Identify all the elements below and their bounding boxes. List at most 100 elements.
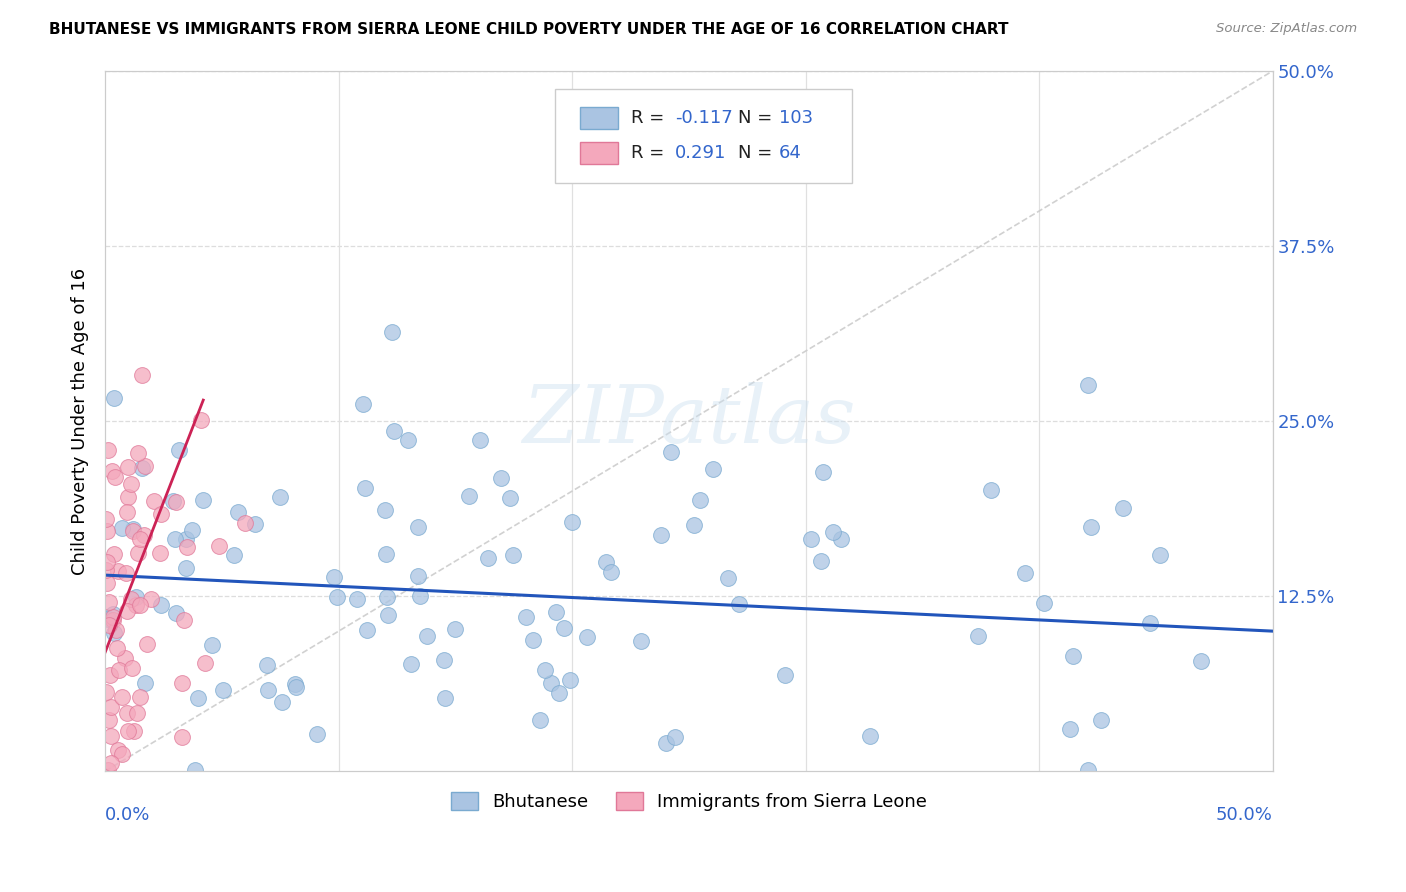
Point xyxy=(284,677,307,691)
Point xyxy=(108,663,131,677)
Point xyxy=(664,731,686,745)
Point xyxy=(129,598,152,612)
Point xyxy=(131,460,153,475)
Point xyxy=(346,592,368,607)
Legend: Bhutanese, Immigrants from Sierra Leone: Bhutanese, Immigrants from Sierra Leone xyxy=(443,784,934,818)
Point xyxy=(117,460,139,475)
Point xyxy=(122,522,145,536)
Point xyxy=(143,493,166,508)
Point xyxy=(111,747,134,762)
Point xyxy=(117,724,139,739)
Point xyxy=(127,446,149,460)
Point xyxy=(96,575,118,590)
Point xyxy=(96,524,118,539)
Point xyxy=(101,464,124,478)
Point xyxy=(256,658,278,673)
Point xyxy=(1189,654,1212,668)
Point xyxy=(600,565,623,579)
Point xyxy=(104,469,127,483)
Point xyxy=(468,434,491,448)
Point xyxy=(399,657,422,672)
Point xyxy=(1149,549,1171,563)
Point xyxy=(176,561,198,575)
Point xyxy=(134,459,156,474)
Point xyxy=(477,550,499,565)
Point xyxy=(194,657,217,671)
Point xyxy=(1090,713,1112,727)
Text: R =: R = xyxy=(630,109,664,127)
Point xyxy=(406,520,429,534)
Point xyxy=(245,516,267,531)
Point xyxy=(208,539,231,553)
Point xyxy=(125,590,148,604)
Point xyxy=(980,483,1002,497)
Point xyxy=(98,617,121,632)
Point xyxy=(325,590,347,604)
Text: R =: R = xyxy=(630,144,664,162)
Point xyxy=(1062,649,1084,664)
Point xyxy=(322,570,344,584)
Point xyxy=(859,729,882,743)
Point xyxy=(659,445,682,459)
Point xyxy=(105,641,128,656)
Point xyxy=(689,492,711,507)
Point xyxy=(165,495,187,509)
FancyBboxPatch shape xyxy=(554,88,852,183)
Point xyxy=(433,691,456,706)
Point xyxy=(173,614,195,628)
Point xyxy=(271,695,294,709)
Point xyxy=(444,622,467,636)
Point xyxy=(226,505,249,519)
Point xyxy=(131,368,153,383)
Point xyxy=(103,547,125,561)
Point xyxy=(101,610,124,624)
Point xyxy=(515,609,537,624)
Point xyxy=(180,523,202,537)
Point xyxy=(458,490,481,504)
Point xyxy=(101,613,124,627)
Point xyxy=(356,623,378,637)
Point xyxy=(98,668,121,682)
FancyBboxPatch shape xyxy=(581,142,617,164)
Text: -0.117: -0.117 xyxy=(675,109,733,127)
Point xyxy=(522,632,544,647)
Point xyxy=(354,481,377,495)
Point xyxy=(120,477,142,491)
Y-axis label: Child Poverty Under the Age of 16: Child Poverty Under the Age of 16 xyxy=(72,268,89,574)
Point xyxy=(396,433,419,447)
Point xyxy=(811,465,834,479)
Point xyxy=(150,507,173,521)
Point xyxy=(382,424,405,438)
Point xyxy=(544,605,567,619)
Point xyxy=(595,555,617,569)
Point xyxy=(167,443,190,458)
Point xyxy=(575,630,598,644)
Point xyxy=(170,730,193,744)
Point xyxy=(1014,566,1036,580)
Point xyxy=(1033,596,1056,610)
Point xyxy=(117,505,139,519)
Point xyxy=(105,623,128,637)
Point xyxy=(1112,500,1135,515)
Point xyxy=(96,563,118,577)
Point xyxy=(548,686,571,700)
Point xyxy=(683,517,706,532)
Point xyxy=(100,729,122,743)
Point xyxy=(121,661,143,675)
Point xyxy=(111,690,134,704)
Point xyxy=(269,491,291,505)
Point xyxy=(141,591,163,606)
Text: BHUTANESE VS IMMIGRANTS FROM SIERRA LEONE CHILD POVERTY UNDER THE AGE OF 16 CORR: BHUTANESE VS IMMIGRANTS FROM SIERRA LEON… xyxy=(49,22,1008,37)
Point xyxy=(107,564,129,578)
Point xyxy=(125,706,148,720)
Point xyxy=(489,471,512,485)
Point xyxy=(100,756,122,770)
Point xyxy=(1077,763,1099,777)
Point xyxy=(129,532,152,546)
Point xyxy=(191,492,214,507)
Point xyxy=(830,532,852,546)
Point xyxy=(107,743,129,757)
Point xyxy=(529,713,551,727)
Point xyxy=(630,633,652,648)
Point xyxy=(96,556,118,570)
